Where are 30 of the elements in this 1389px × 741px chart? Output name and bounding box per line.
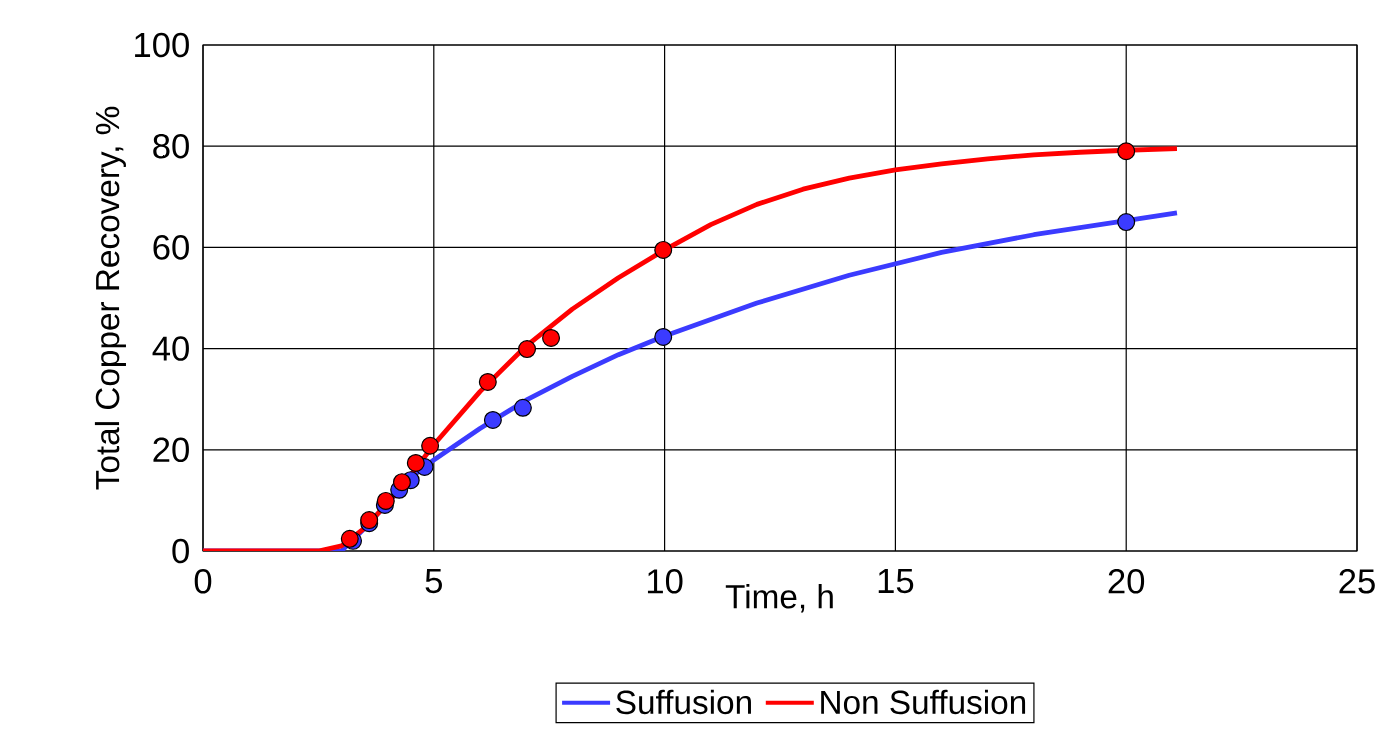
y-tick-label: 40 — [152, 336, 189, 361]
point — [654, 240, 673, 259]
x-tick-label: 25 — [1339, 569, 1375, 594]
x-tick-label: 0 — [194, 569, 212, 594]
point — [483, 410, 502, 429]
point — [518, 340, 537, 359]
x-tick-label: 15 — [878, 569, 914, 594]
point — [542, 328, 561, 347]
point — [478, 372, 497, 391]
legend-label: Non Suffusion — [821, 689, 1026, 715]
y-tick-label: 80 — [153, 133, 189, 159]
point — [654, 327, 673, 346]
legend-label: Suffusion — [616, 689, 751, 715]
point — [340, 529, 359, 548]
y-tick-label: 100 — [135, 32, 189, 58]
y-axis-title: Total Copper Recovery, % — [94, 106, 126, 490]
point — [376, 491, 395, 510]
point — [513, 398, 532, 417]
point — [406, 453, 425, 472]
x-axis-title: Time, h — [725, 584, 833, 613]
point — [392, 473, 411, 492]
x-tick-label: 10 — [647, 569, 683, 594]
point — [1117, 142, 1136, 161]
x-tick-label: 5 — [425, 569, 442, 594]
point — [1117, 213, 1136, 232]
point — [421, 436, 440, 455]
y-tick-label: 0 — [172, 538, 189, 564]
y-tick-label: 20 — [153, 437, 189, 463]
y-tick-label: 60 — [153, 235, 189, 260]
x-tick-label: 20 — [1108, 569, 1145, 594]
